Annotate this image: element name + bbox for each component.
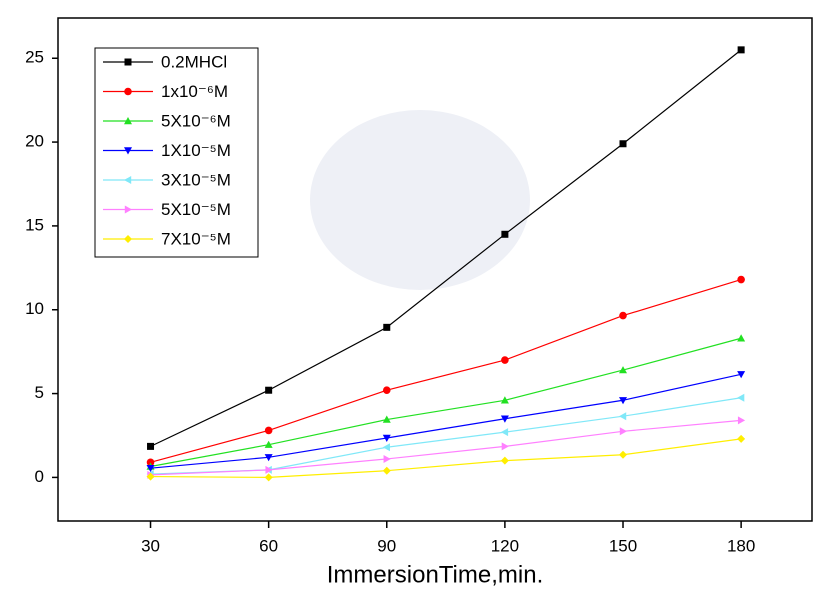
- marker: [147, 442, 155, 450]
- marker: [500, 396, 509, 404]
- marker: [382, 386, 391, 395]
- marker: [619, 140, 627, 148]
- watermark: [310, 110, 530, 290]
- series-line: [150, 419, 742, 476]
- marker: [383, 454, 391, 463]
- y-tick-label: 15: [25, 215, 44, 234]
- legend-box: [94, 47, 259, 258]
- legend-label: 1X10⁻⁵M: [161, 141, 231, 160]
- marker: [501, 356, 509, 364]
- legend-label: 5X10⁻⁶M: [161, 111, 231, 130]
- x-tick-label: 180: [727, 536, 755, 555]
- x-tick-label: 30: [141, 536, 160, 555]
- marker: [146, 472, 155, 481]
- marker: [619, 366, 628, 374]
- y-tick-label: 0: [35, 467, 44, 486]
- series-line: [150, 438, 742, 479]
- marker: [501, 230, 509, 238]
- legend-marker: [124, 58, 132, 66]
- marker: [619, 427, 628, 436]
- marker: [619, 450, 628, 459]
- series-line: [150, 397, 742, 475]
- x-tick-label: 90: [377, 536, 396, 555]
- marker: [265, 386, 273, 394]
- marker: [737, 334, 746, 342]
- series-line: [150, 278, 742, 463]
- legend-marker: [124, 117, 132, 125]
- marker: [383, 323, 391, 331]
- legend-marker: [124, 147, 132, 155]
- legend-label: 0.2MHCl: [161, 52, 227, 71]
- marker: [737, 371, 746, 379]
- x-tick-label: 120: [491, 536, 519, 555]
- x-tick-label: 150: [609, 536, 637, 555]
- marker: [264, 473, 273, 482]
- y-tick-label: 25: [25, 48, 44, 67]
- marker: [737, 46, 745, 54]
- legend-label: 1x10⁻⁶M: [161, 82, 228, 101]
- marker: [737, 275, 745, 284]
- marker: [619, 412, 627, 421]
- marker: [146, 458, 155, 467]
- legend-marker: [124, 235, 132, 243]
- marker: [737, 416, 746, 425]
- marker: [265, 465, 273, 474]
- marker: [501, 442, 509, 451]
- series-line: [150, 49, 742, 447]
- legend-marker: [124, 176, 132, 184]
- marker: [264, 440, 273, 448]
- series-line: [150, 337, 742, 468]
- marker: [500, 415, 509, 423]
- legend-label: 3X10⁻⁵M: [161, 170, 231, 189]
- marker: [500, 428, 509, 437]
- marker: [500, 456, 509, 465]
- y-tick-label: 10: [25, 299, 44, 318]
- marker: [382, 415, 391, 423]
- marker: [737, 393, 745, 402]
- legend-marker: [124, 87, 132, 96]
- marker: [264, 426, 273, 435]
- marker: [264, 454, 273, 462]
- legend-label: 7X10⁻⁵M: [161, 229, 231, 248]
- series-line: [150, 373, 742, 469]
- y-tick-label: 5: [35, 383, 44, 402]
- y-tick-label: 20: [25, 132, 44, 151]
- x-axis-label: ImmersionTime,min.: [327, 561, 543, 588]
- legend-marker: [124, 205, 132, 214]
- marker: [619, 311, 627, 320]
- x-tick-label: 60: [259, 536, 278, 555]
- legend-label: 5X10⁻⁵M: [161, 200, 231, 219]
- marker: [737, 434, 746, 443]
- marker: [619, 397, 628, 405]
- marker: [382, 443, 390, 452]
- marker: [382, 434, 391, 443]
- marker: [146, 464, 155, 473]
- plot-frame: [57, 17, 813, 522]
- marker: [382, 466, 391, 475]
